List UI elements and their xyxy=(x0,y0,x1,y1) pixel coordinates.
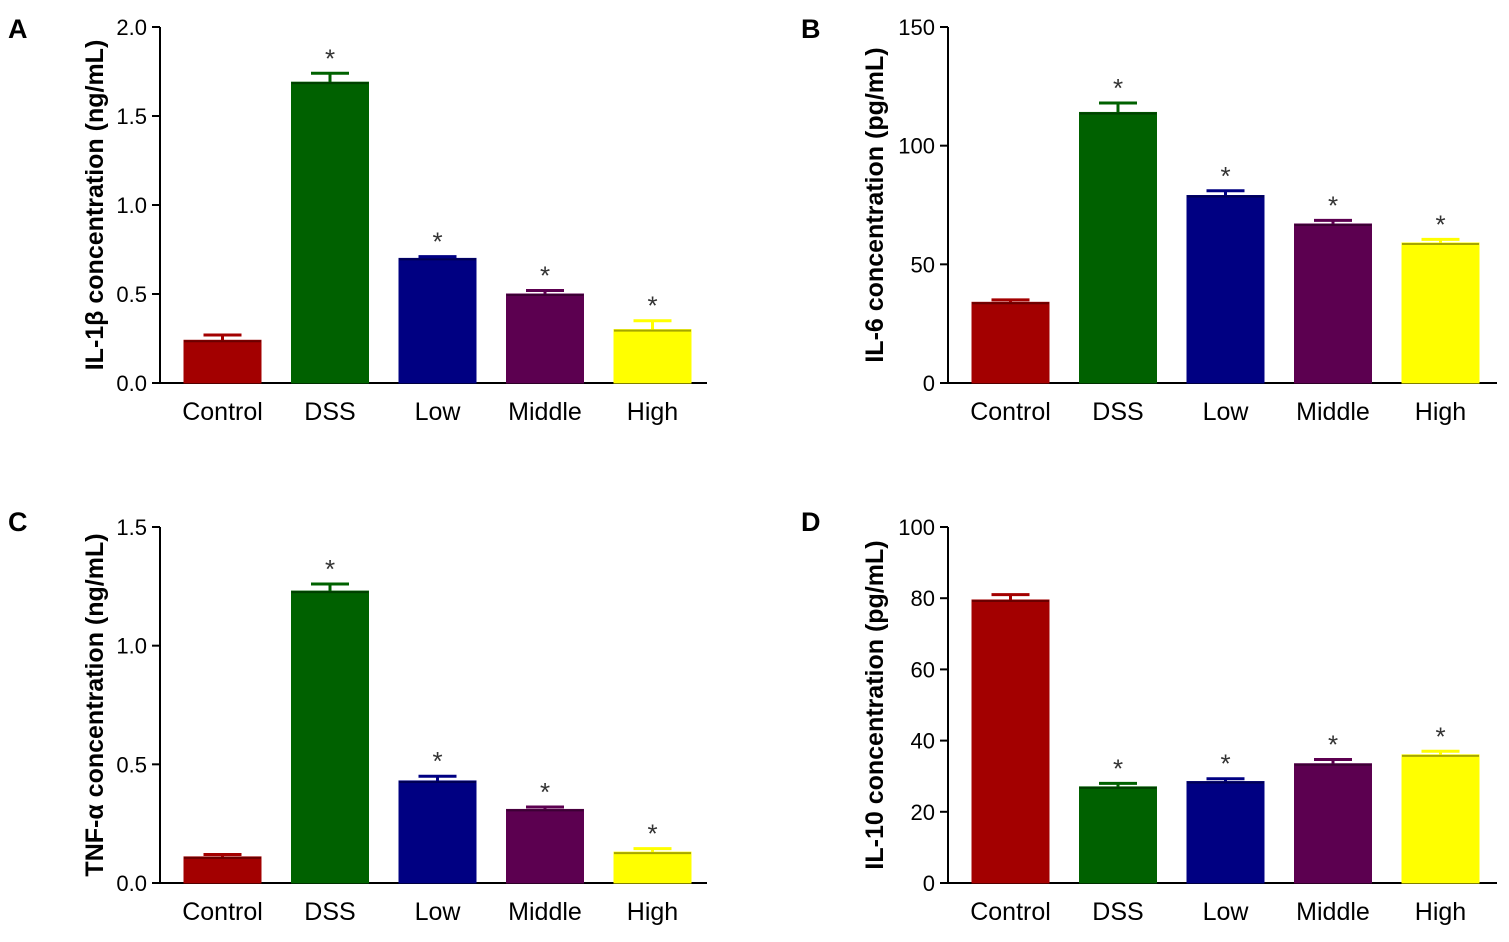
y-axis-label: TNF-α concentration (ng/mL) xyxy=(81,533,109,876)
y-tick-label: 1.5 xyxy=(116,515,147,540)
significance-star: * xyxy=(540,777,550,807)
significance-star: * xyxy=(1113,753,1123,783)
bar-high xyxy=(1401,754,1480,884)
bar-low xyxy=(1186,195,1265,384)
y-tick-label: 1.0 xyxy=(116,193,147,218)
x-tick-label: Control xyxy=(182,898,263,926)
x-tick-label: High xyxy=(1415,398,1466,426)
bar-control xyxy=(971,599,1050,884)
y-tick-label: 2.0 xyxy=(116,15,147,40)
bar-low xyxy=(398,780,477,884)
bar-control xyxy=(183,856,262,884)
x-tick-label: Middle xyxy=(508,898,582,926)
y-tick-label: 20 xyxy=(911,800,935,825)
x-tick-label: High xyxy=(627,898,678,926)
panel-letter: B xyxy=(801,14,821,44)
x-tick-label: High xyxy=(1415,898,1466,926)
y-axis-label: IL-6 concentration (pg/mL) xyxy=(861,47,889,362)
y-axis-label: IL-10 concentration (pg/mL) xyxy=(861,540,889,869)
significance-star: * xyxy=(1328,190,1338,220)
y-tick-label: 40 xyxy=(911,729,935,754)
significance-star: * xyxy=(1220,161,1230,191)
x-tick-label: DSS xyxy=(1092,398,1143,426)
chart-panel-c: C TNF-α concentration (ng/mL) 0.0 0.5 1.0 1.5… xyxy=(8,507,707,926)
x-tick-label: DSS xyxy=(1092,898,1143,926)
bar-high xyxy=(613,851,692,884)
bar-low xyxy=(398,257,477,384)
significance-star: * xyxy=(1220,749,1230,779)
y-tick-label: 100 xyxy=(898,134,935,159)
y-tick-label: 0 xyxy=(923,871,935,896)
bar-low xyxy=(1186,781,1265,884)
bar-high xyxy=(1401,242,1480,384)
bar-middle xyxy=(1294,763,1372,884)
significance-star: * xyxy=(647,819,657,849)
y-tick-label: 60 xyxy=(911,657,935,682)
y-tick-label: 0.5 xyxy=(116,752,147,777)
x-tick-label: Control xyxy=(182,398,263,426)
x-tick-label: Low xyxy=(1203,898,1250,926)
bar-dss xyxy=(1079,786,1157,884)
y-tick-label: 1.0 xyxy=(116,634,147,659)
x-tick-label: Middle xyxy=(508,398,582,426)
panel-letter: D xyxy=(801,507,821,537)
significance-star: * xyxy=(432,227,442,257)
y-tick-label: 0.0 xyxy=(116,371,147,396)
significance-star: * xyxy=(325,554,335,584)
significance-star: * xyxy=(1328,729,1338,759)
bar-middle xyxy=(506,808,584,884)
x-tick-label: DSS xyxy=(304,898,355,926)
x-tick-label: Low xyxy=(1203,398,1250,426)
x-tick-label: Low xyxy=(415,398,462,426)
significance-star: * xyxy=(1113,73,1123,103)
significance-star: * xyxy=(647,291,657,321)
x-tick-label: Low xyxy=(415,898,462,926)
x-tick-label: Middle xyxy=(1296,898,1370,926)
bar-dss xyxy=(1079,111,1157,384)
significance-star: * xyxy=(325,43,335,73)
y-tick-label: 0.5 xyxy=(116,282,147,307)
significance-star: * xyxy=(1435,209,1445,239)
y-tick-label: 150 xyxy=(898,15,935,40)
x-tick-label: DSS xyxy=(304,398,355,426)
y-tick-label: 0.0 xyxy=(116,871,147,896)
bar-middle xyxy=(506,293,584,384)
y-tick-label: 100 xyxy=(898,515,935,540)
significance-star: * xyxy=(540,260,550,290)
y-tick-label: 0 xyxy=(923,371,935,396)
bar-control xyxy=(971,301,1050,384)
x-tick-label: Middle xyxy=(1296,398,1370,426)
bar-dss xyxy=(291,81,369,384)
bar-middle xyxy=(1294,223,1372,384)
bar-dss xyxy=(291,590,369,884)
x-tick-label: Control xyxy=(970,398,1051,426)
y-tick-label: 50 xyxy=(911,252,935,277)
chart-panel-b: B IL-6 concentration (pg/mL) 0 50 100 150 Cont… xyxy=(801,14,1497,426)
x-tick-label: High xyxy=(627,398,678,426)
bar-control xyxy=(183,339,262,384)
significance-star: * xyxy=(1435,721,1445,751)
chart-panel-d: D IL-10 concentration (pg/mL) 0 20 40 60 80 100… xyxy=(801,507,1497,926)
bar-high xyxy=(613,329,692,384)
panel-letter: A xyxy=(8,14,28,44)
significance-star: * xyxy=(432,746,442,776)
panel-letter: C xyxy=(8,507,28,537)
chart-panel-a: A IL-1β concentration (ng/mL) 0.0 0.5 1.0 1.5… xyxy=(8,14,707,426)
y-tick-label: 1.5 xyxy=(116,104,147,129)
y-axis-label: IL-1β concentration (ng/mL) xyxy=(81,40,109,371)
x-tick-label: Control xyxy=(970,898,1051,926)
y-tick-label: 80 xyxy=(911,586,935,611)
